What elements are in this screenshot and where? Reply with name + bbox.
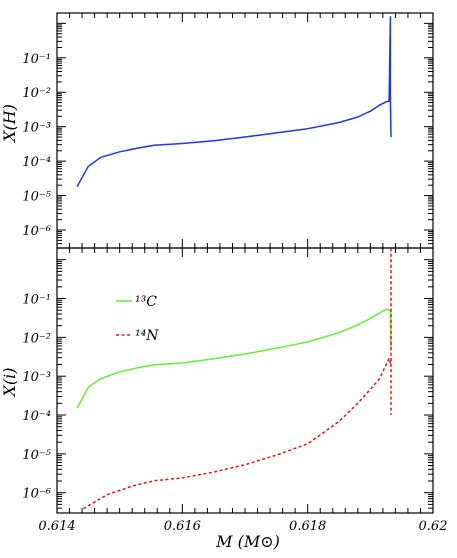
y-tick-label: 10⁻¹ <box>22 52 51 67</box>
y-tick-label: 10⁻² <box>22 86 51 101</box>
y-tick-label: 10⁻³ <box>22 370 51 385</box>
x-tick-label: 0.618 <box>289 519 326 534</box>
legend-label: ¹³C <box>135 294 157 310</box>
x-tick-label: 0.614 <box>38 519 75 534</box>
y-tick-label: 10⁻⁵ <box>22 190 51 205</box>
top-y-axis-label: X(H) <box>0 104 19 144</box>
x-tick-label: 0.62 <box>419 519 448 534</box>
x-tick-label: 0.616 <box>164 519 201 534</box>
y-tick-label: 10⁻⁴ <box>22 155 51 170</box>
series-line-0 <box>76 308 392 409</box>
plot-frame-top <box>56 12 434 249</box>
y-tick-label: 10⁻² <box>22 331 51 346</box>
y-tick-label: 10⁻⁴ <box>22 409 51 424</box>
y-tick-label: 10⁻⁶ <box>22 224 51 239</box>
x-axis-label: M (M⊙) <box>215 532 280 551</box>
series-line-1 <box>82 246 392 510</box>
y-tick-label: 10⁻¹ <box>22 293 51 308</box>
y-tick-label: 10⁻⁶ <box>22 487 51 502</box>
legend-label: ¹⁴N <box>135 328 159 344</box>
hydrogen-line <box>76 16 392 187</box>
y-tick-label: 10⁻⁵ <box>22 448 51 463</box>
plot-frame-bottom <box>56 247 434 514</box>
y-tick-label: 10⁻³ <box>22 121 51 136</box>
bottom-y-axis-label: X(i) <box>0 368 19 399</box>
